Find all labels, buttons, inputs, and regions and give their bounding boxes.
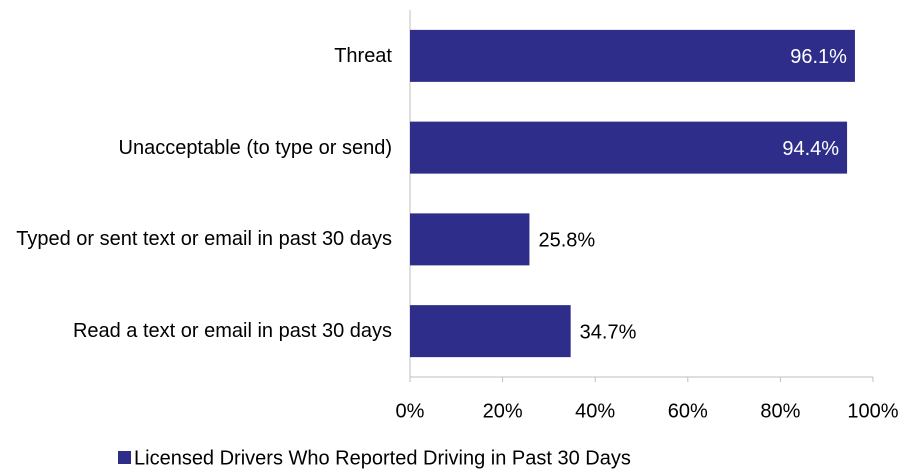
category-text: Threat	[334, 44, 392, 67]
x-tick-label: 0%	[396, 400, 425, 422]
x-tick-label: 100%	[847, 400, 898, 422]
bar	[410, 305, 571, 358]
value-label: 25.8%	[538, 230, 595, 252]
y-tick-label: Typed or sent text or email in past 30 d…	[2, 227, 392, 251]
x-tick-label: 60%	[668, 400, 708, 422]
x-tick-label: 80%	[760, 400, 800, 422]
x-tick-label: 20%	[483, 400, 523, 422]
y-tick-label: Threat	[2, 44, 392, 68]
bar	[410, 121, 848, 174]
bar	[410, 29, 855, 82]
category-text: Unacceptable (to type or send)	[118, 136, 393, 159]
bar	[410, 213, 530, 266]
y-tick-label: Read a text or email in past 30 days	[2, 319, 392, 343]
value-label: 34.7%	[580, 321, 637, 343]
value-label: 94.4%	[782, 138, 839, 160]
category-text: Read a text or email in past 30 days	[72, 320, 392, 343]
category-text: Typed or sent text or email in past 30 d…	[16, 228, 392, 251]
x-tick-label: 40%	[575, 400, 615, 422]
legend-label: Licensed Drivers Who Reported Driving in…	[134, 447, 631, 469]
y-tick-label: Unacceptable (to type or send)	[2, 136, 393, 160]
value-label: 96.1%	[790, 46, 847, 68]
legend-swatch	[118, 451, 131, 464]
